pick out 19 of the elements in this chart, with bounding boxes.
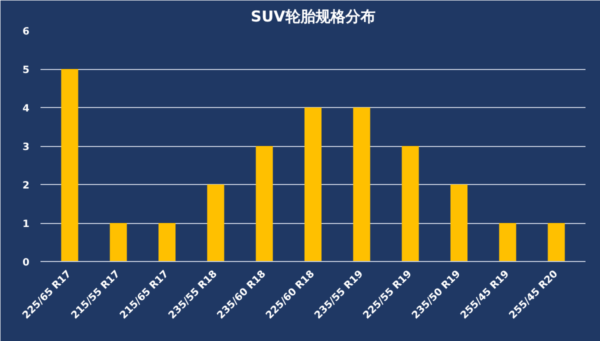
y-tick-label: 4 <box>22 104 30 114</box>
bar <box>304 108 322 262</box>
bar <box>61 69 78 262</box>
bar <box>158 223 176 262</box>
bar <box>499 223 516 262</box>
bar <box>548 223 565 262</box>
chart-title: SUV轮胎规格分布 <box>250 8 376 26</box>
bar <box>450 184 468 262</box>
y-tick-label: 0 <box>22 258 30 268</box>
y-tick-label: 5 <box>22 65 30 76</box>
y-tick-label: 1 <box>22 219 30 230</box>
bar <box>207 184 224 262</box>
y-tick-label: 3 <box>22 142 30 153</box>
y-tick-label: 6 <box>22 26 30 38</box>
bar <box>402 146 419 262</box>
bar <box>110 223 127 262</box>
bar <box>256 146 273 262</box>
bar <box>353 108 370 262</box>
y-tick-label: 2 <box>22 180 30 192</box>
